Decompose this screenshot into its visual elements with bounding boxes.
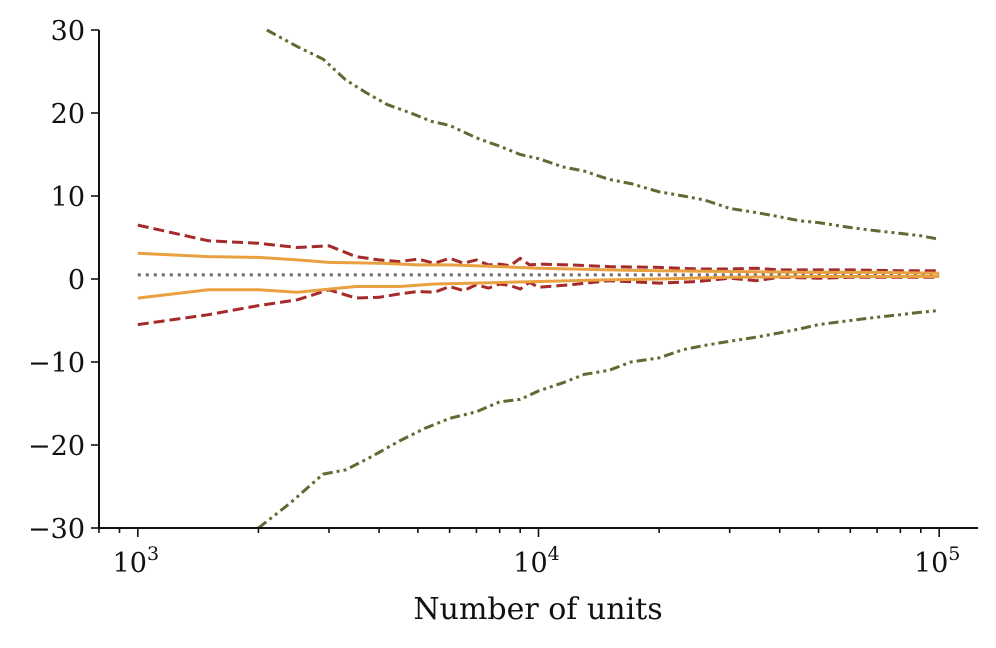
- y-tick-label: 30: [51, 16, 85, 47]
- x-tick-label: 103: [113, 543, 159, 579]
- series-line-3: [257, 309, 940, 528]
- series-line-5: [137, 275, 940, 327]
- y-tick-label: −10: [28, 348, 85, 379]
- series-line-4: [137, 223, 940, 273]
- y-tick-label: −20: [28, 431, 85, 462]
- y-tick-label: 0: [68, 265, 85, 296]
- x-tick-exponent: 4: [548, 543, 560, 565]
- y-tick-label: 10: [51, 182, 85, 213]
- y-tick-label: 20: [51, 99, 85, 130]
- x-tick-exponent: 3: [147, 543, 159, 565]
- x-tick-label: 104: [513, 543, 559, 579]
- series-layer: [137, 28, 940, 528]
- x-axis-label: Number of units: [413, 592, 662, 627]
- series-line-2: [266, 28, 940, 241]
- x-tick-exponent: 5: [948, 543, 960, 565]
- x-tick-label: 105: [914, 543, 960, 579]
- x-tick-mantissa: 10: [914, 548, 948, 579]
- x-tick-mantissa: 10: [113, 548, 147, 579]
- series-line-7: [137, 275, 940, 300]
- y-tick-label: −30: [28, 514, 85, 545]
- series-line-6: [137, 251, 940, 275]
- x-tick-mantissa: 10: [513, 548, 547, 579]
